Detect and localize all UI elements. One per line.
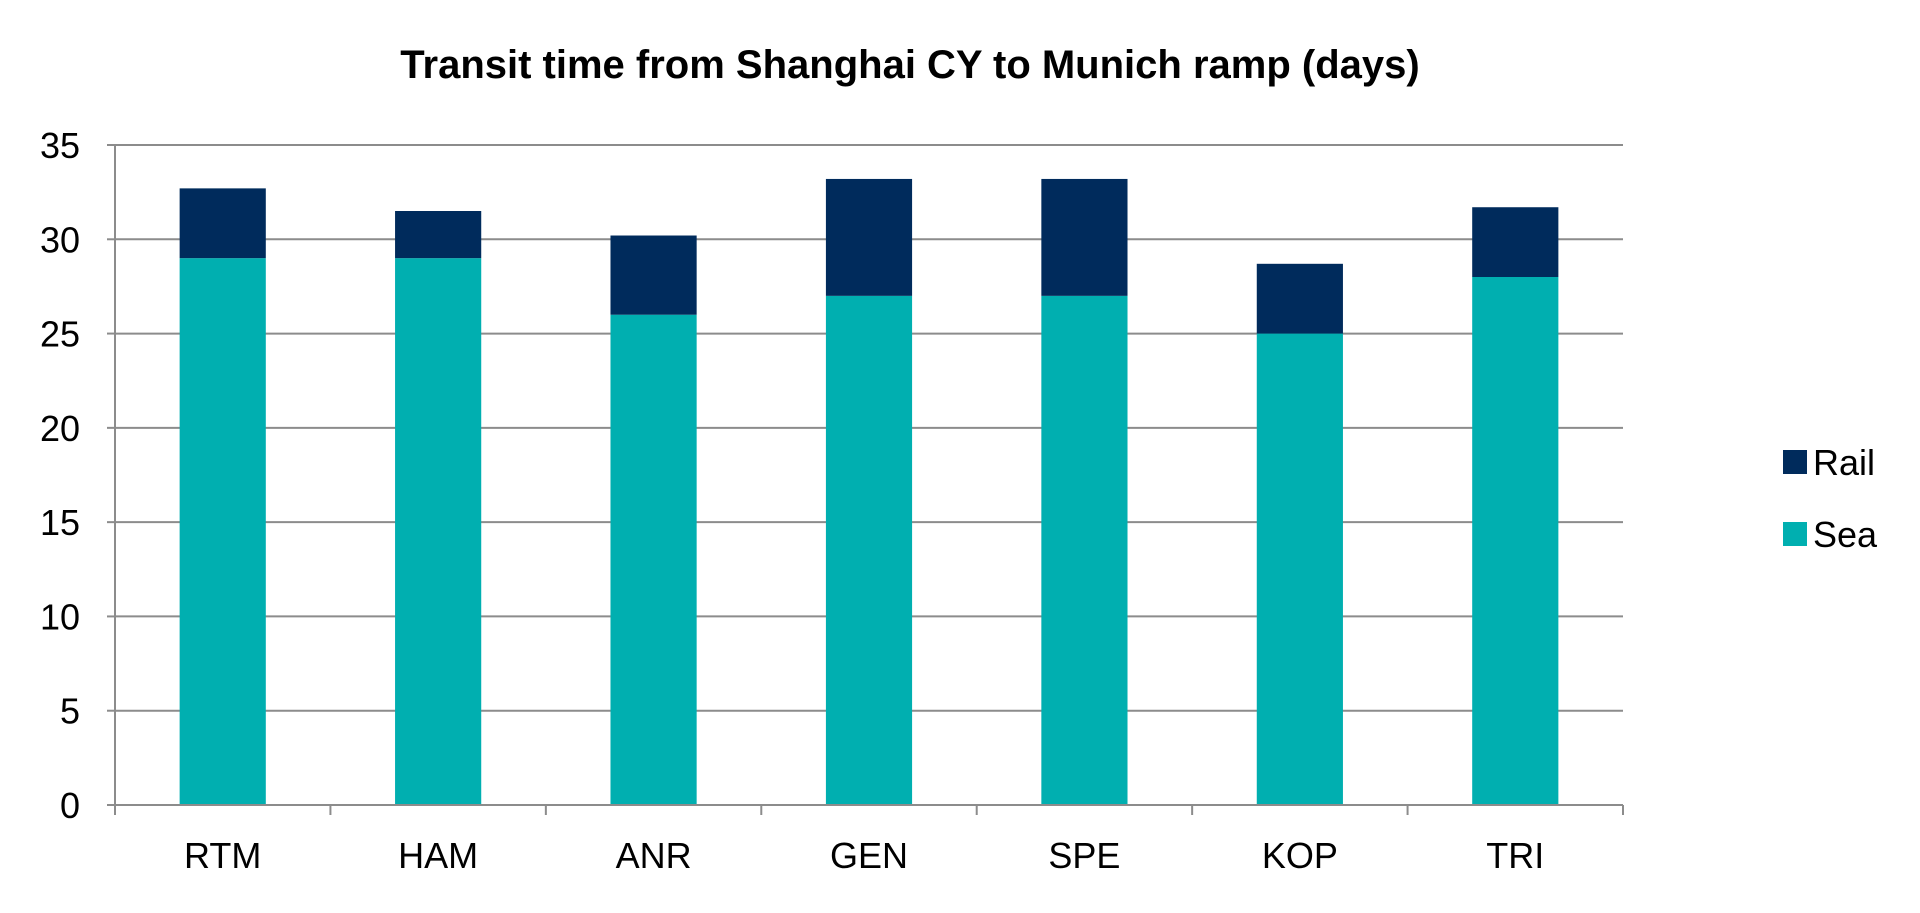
- bar-sea-anr: [610, 314, 697, 805]
- x-tick-label-rtm: RTM: [184, 835, 261, 876]
- bar-rail-spe: [1041, 178, 1128, 296]
- x-tick-label-kop: KOP: [1262, 835, 1338, 876]
- x-tick-label-anr: ANR: [616, 835, 692, 876]
- x-axis-tick-labels: RTM HAM ANR GEN SPE KOP TRI: [184, 835, 1544, 876]
- bar-sea-ham: [395, 258, 482, 806]
- y-tick-label: 35: [40, 125, 80, 166]
- bar-sea-tri: [1472, 277, 1559, 805]
- bar-rail-gen: [825, 178, 913, 296]
- x-tick-label-gen: GEN: [830, 835, 908, 876]
- legend-label-rail: Rail: [1813, 442, 1875, 483]
- bar-rail-ham: [395, 211, 482, 259]
- bar-sea-gen: [825, 295, 913, 805]
- bar-sea-spe: [1041, 295, 1128, 805]
- y-tick-label: 30: [40, 219, 80, 260]
- axes: [107, 144, 1624, 815]
- bar-sea-rtm: [179, 258, 266, 806]
- y-tick-label: 0: [60, 785, 80, 826]
- y-tick-label: 20: [40, 408, 80, 449]
- x-tick-label-ham: HAM: [398, 835, 478, 876]
- legend-label-sea: Sea: [1813, 514, 1878, 555]
- legend-swatch-rail: [1783, 450, 1807, 474]
- bar-sea-kop: [1256, 333, 1343, 805]
- bars: [179, 178, 1559, 806]
- y-tick-label: 15: [40, 502, 80, 543]
- x-tick-label-spe: SPE: [1048, 835, 1120, 876]
- x-tick-label-tri: TRI: [1486, 835, 1544, 876]
- legend: Rail Sea: [1783, 442, 1878, 555]
- y-tick-label: 25: [40, 314, 80, 355]
- bar-rail-tri: [1472, 207, 1559, 277]
- chart-title: Transit time from Shanghai CY to Munich …: [400, 43, 1419, 87]
- bar-rail-anr: [610, 235, 697, 315]
- bar-rail-kop: [1256, 263, 1343, 334]
- legend-swatch-sea: [1783, 522, 1807, 546]
- y-axis-tick-labels: 0 5 10 15 20 25 30 35: [40, 125, 80, 826]
- y-tick-label: 5: [60, 691, 80, 732]
- bar-rail-rtm: [179, 188, 266, 259]
- y-tick-label: 10: [40, 596, 80, 637]
